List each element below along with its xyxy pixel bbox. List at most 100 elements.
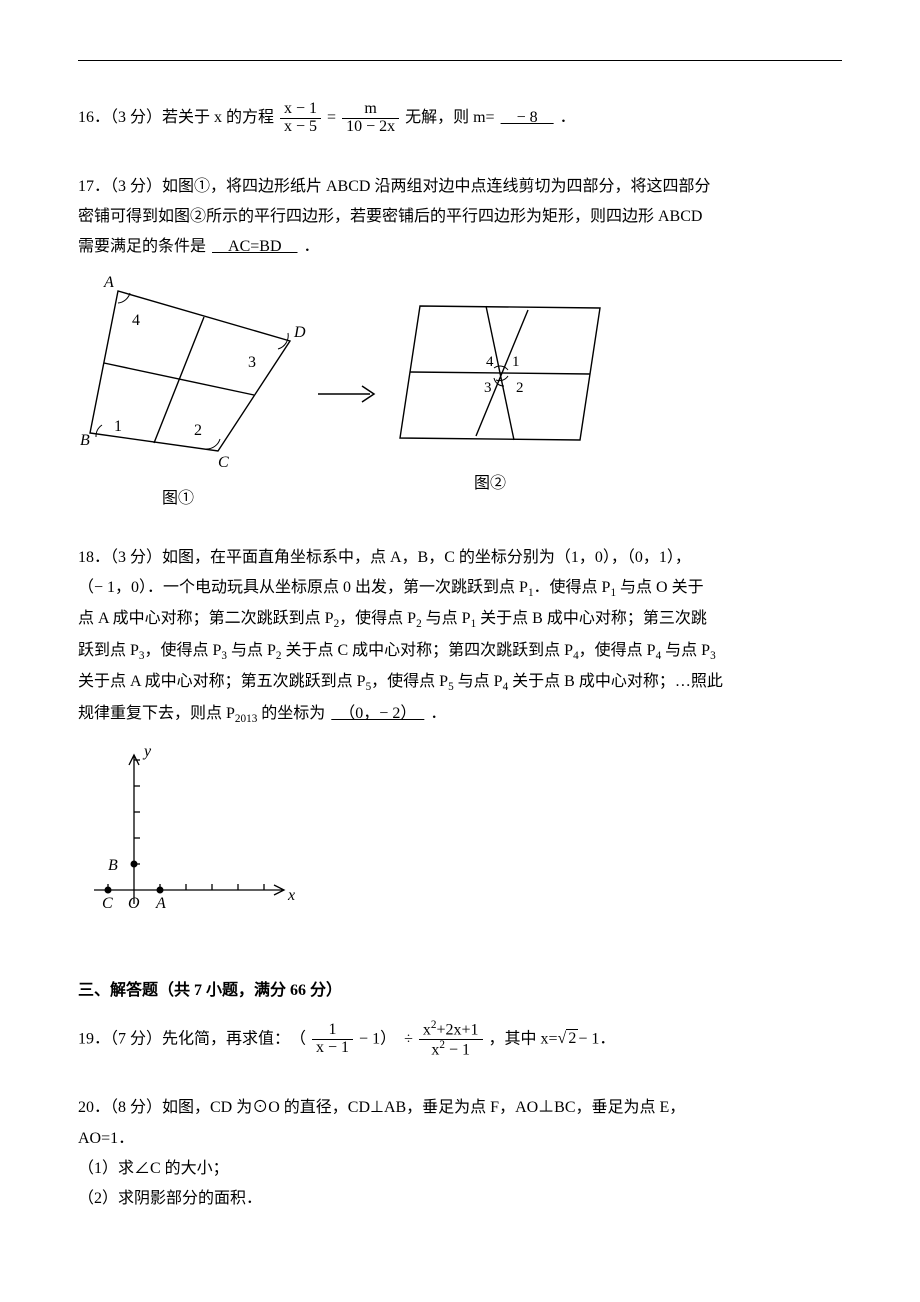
q19-mid2: ，其中 x= [489,1030,558,1047]
q17-fig2-wrap: 1 2 3 4 图② [390,288,610,500]
q18-l4a: 跃到点 P [78,642,139,659]
svg-text:C: C [218,454,229,471]
q19-frac2-den: x2 − 1 [419,1040,483,1059]
q17-fig2-label: 图② [390,469,590,499]
q16-frac1-den: x − 5 [280,119,321,136]
q18-l3a: 点 A 成中心对称；第二次跳跃到点 P [78,610,334,627]
q18-l4d: 关于点 C 成中心对称；第四次跳跃到点 P [282,642,574,659]
q16-pre: 16．（3 分）若关于 x 的方程 [78,109,274,126]
svg-text:A: A [103,274,114,291]
q17-figures: A B C D 1 2 3 4 图① 1 2 3 4 图② [78,273,842,515]
q17-answer: AC=BD [206,238,303,255]
q16-eq: = [327,109,336,126]
svg-text:4: 4 [486,354,494,370]
q16-mid: 无解，则 m= [405,109,494,126]
q19-f2nb: +2x+1 [436,1021,478,1038]
q19-f2na: x [423,1021,431,1038]
q18-l5b: ，使得点 P [371,673,448,690]
q16-para: 16．（3 分）若关于 x 的方程 x − 1 x − 5 = m 10 − 2… [78,101,842,136]
q18-l4f: 与点 P [661,642,710,659]
q16-answer: − 8 [495,109,560,126]
q18-l3d: 关于点 B 成中心对称；第三次跳 [476,610,707,627]
svg-text:A: A [155,895,166,912]
q19-sqrt-rad: 2 [566,1029,578,1047]
q17-fig2-svg: 1 2 3 4 [390,288,610,458]
q20-line1: 20．（8 分）如图，CD 为⊙O 的直径，CD⊥AB，垂足为点 F，AO⊥BC… [78,1093,842,1123]
svg-text:4: 4 [132,312,140,329]
q18-l2c: 与点 O 关于 [616,579,704,596]
svg-text:2: 2 [516,380,524,396]
q17-line2: 密铺可得到如图②所示的平行四边形，若要密铺后的平行四边形为矩形，则四边形 ABC… [78,202,842,232]
q18-sub2013: 2013 [235,713,257,725]
svg-text:2: 2 [194,422,202,439]
q18-sub3c: 3 [710,650,716,662]
q16-post: ． [560,109,576,126]
q18-l2b: ．使得点 P [534,579,611,596]
q18-figure: y x OA B C [78,740,842,941]
q18-l6a: 规律重复下去，则点 P [78,705,235,722]
page: 16．（3 分）若关于 x 的方程 x − 1 x − 5 = m 10 − 2… [0,0,920,1283]
q19-frac2-num: x2+2x+1 [419,1020,483,1040]
q17-fig1-svg: A B C D 1 2 3 4 [78,273,308,473]
svg-text:B: B [80,432,90,449]
q18-line1: 18．（3 分）如图，在平面直角坐标系中，点 A，B，C 的坐标分别为（1，0）… [78,543,842,573]
q18-l4c: 与点 P [227,642,276,659]
q19-sqrt: √2 [558,1024,579,1054]
q18-l5a: 关于点 A 成中心对称；第五次跳跃到点 P [78,673,366,690]
q18-line6: 规律重复下去，则点 P2013 的坐标为 （0，− 2） ． [78,699,842,730]
q19-pre: 19．（7 分）先化简，再求值： （ [78,1030,306,1047]
q20-line2: AO=1． [78,1124,842,1154]
svg-text:3: 3 [248,354,256,371]
q16-frac1: x − 1 x − 5 [280,101,321,136]
q18-l3b: ，使得点 P [339,610,416,627]
q18-l4b: ，使得点 P [145,642,222,659]
top-rule [78,60,842,61]
q16-frac2-den: 10 − 2x [342,119,399,136]
q18-line5: 关于点 A 成中心对称；第五次跳跃到点 P5，使得点 P5 与点 P4 关于点 … [78,667,842,698]
question-18: 18．（3 分）如图，在平面直角坐标系中，点 A，B，C 的坐标分别为（1，0）… [78,543,842,942]
q20-sub2: （2）求阴影部分的面积． [78,1184,842,1214]
section-3-heading: 三、解答题（共 7 小题，满分 66 分） [78,976,842,1006]
q19-mid1: − 1） ÷ [359,1030,417,1047]
q18-l5c: 与点 P [454,673,503,690]
svg-text:O: O [128,895,140,912]
svg-text:D: D [293,324,306,341]
q18-l6b: 的坐标为 [257,705,325,722]
q18-line2: （− 1，0）．一个电动玩具从坐标原点 0 出发，第一次跳跃到点 P1．使得点 … [78,573,842,604]
q16-frac2-num: m [342,101,399,119]
svg-text:C: C [102,895,113,912]
svg-text:1: 1 [512,354,520,370]
q18-answer: （0，− 2） [325,705,430,722]
q17-line3: 需要满足的条件是 AC=BD ． [78,232,842,262]
arrow-icon [314,374,384,414]
q16-frac2: m 10 − 2x [342,101,399,136]
svg-text:y: y [142,743,152,760]
q18-line3: 点 A 成中心对称；第二次跳跃到点 P2，使得点 P2 与点 P1 关于点 B … [78,604,842,635]
q19-frac1-den: x − 1 [312,1040,353,1057]
q19-frac1: 1 x − 1 [312,1022,353,1057]
svg-text:x: x [287,887,295,904]
q18-l4e: ，使得点 P [579,642,656,659]
q19-f2db: − 1 [445,1042,470,1059]
q18-l5d: 关于点 B 成中心对称；…照此 [508,673,723,690]
question-19: 19．（7 分）先化简，再求值： （ 1 x − 1 − 1） ÷ x2+2x+… [78,1020,842,1059]
svg-text:1: 1 [114,418,122,435]
q18-axes-svg: y x OA B C [78,740,298,930]
q18-l2a: （− 1，0）．一个电动玩具从坐标原点 0 出发，第一次跳跃到点 P [78,579,528,596]
question-17: 17．（3 分）如图①，将四边形纸片 ABCD 沿两组对边中点连线剪切为四部分，… [78,172,842,515]
q20-sub1: （1）求∠C 的大小； [78,1154,842,1184]
q18-l3c: 与点 P [422,610,471,627]
q17-fig1-label: 图① [118,484,238,514]
q18-l6c: ． [430,705,446,722]
svg-text:B: B [108,857,118,874]
q18-line4: 跃到点 P3，使得点 P3 与点 P2 关于点 C 成中心对称；第四次跳跃到点 … [78,636,842,667]
q19-tail: − 1． [578,1030,615,1047]
svg-text:3: 3 [484,380,492,396]
q17-line3-pre: 需要满足的条件是 [78,238,206,255]
q19-frac2: x2+2x+1 x2 − 1 [419,1020,483,1059]
q17-fig1-wrap: A B C D 1 2 3 4 图① [78,273,308,515]
q19-frac1-num: 1 [312,1022,353,1040]
q16-frac1-num: x − 1 [280,101,321,119]
question-20: 20．（8 分）如图，CD 为⊙O 的直径，CD⊥AB，垂足为点 F，AO⊥BC… [78,1093,842,1215]
question-16: 16．（3 分）若关于 x 的方程 x − 1 x − 5 = m 10 − 2… [78,101,842,136]
